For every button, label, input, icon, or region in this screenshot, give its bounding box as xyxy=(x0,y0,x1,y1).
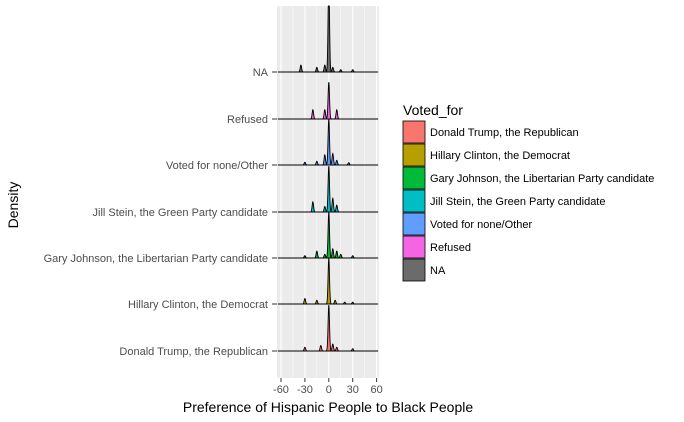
y-tick-label-na: NA xyxy=(253,67,269,79)
density-ridge-refused xyxy=(277,82,379,120)
density-ridge-voted-for-none-other xyxy=(277,118,379,166)
legend-key-voted-for-none-other xyxy=(402,212,426,236)
legend-label-hillary-clinton-the-democrat: Hillary Clinton, the Democrat xyxy=(430,150,570,162)
y-axis-tick-labels: Donald Trump, the Republican Hillary Clin… xyxy=(44,67,277,358)
legend: Voted_for Donald Trump, the Republican Hi… xyxy=(402,102,654,282)
density-ridge-jill-stein-the-green-party-candidate xyxy=(277,165,379,213)
x-tick-label: 30 xyxy=(347,384,359,396)
y-axis-title: Density xyxy=(5,182,21,229)
legend-title: Voted_for xyxy=(403,102,463,118)
y-tick-label-refused: Refused xyxy=(227,114,268,126)
density-ridge-gary-johnson-the-libertarian-party-candidate xyxy=(277,211,379,259)
y-tick-label-donald-trump-the-republican: Donald Trump, the Republican xyxy=(119,346,268,358)
x-tick-label: -60 xyxy=(273,384,289,396)
legend-key-donald-trump-the-republican xyxy=(402,120,426,144)
legend-label-donald-trump-the-republican: Donald Trump, the Republican xyxy=(430,127,579,139)
density-ridges xyxy=(277,5,379,352)
legend-key-na xyxy=(402,258,426,282)
x-tick-label: -30 xyxy=(297,384,313,396)
legend-key-hillary-clinton-the-democrat xyxy=(402,143,426,167)
y-tick-label-jill-stein-the-green-party-candidate: Jill Stein, the Green Party candidate xyxy=(93,207,268,219)
y-tick-label-gary-johnson-the-libertarian-party-candidate: Gary Johnson, the Libertarian Party cand… xyxy=(44,253,268,265)
legend-label-na: NA xyxy=(430,265,446,277)
legend-label-gary-johnson-the-libertarian-party-candidate: Gary Johnson, the Libertarian Party cand… xyxy=(430,173,654,185)
density-ridge-donald-trump-the-republican xyxy=(277,304,379,352)
density-ridge-na xyxy=(277,5,379,73)
x-tick-label: 0 xyxy=(326,384,332,396)
x-axis: -60 -30 0 30 60 xyxy=(273,378,383,396)
density-ridge-hillary-clinton-the-democrat xyxy=(277,257,379,305)
legend-label-voted-for-none-other: Voted for none/Other xyxy=(430,219,532,231)
legend-key-jill-stein-the-green-party-candidate xyxy=(402,189,426,213)
x-axis-title: Preference of Hispanic People to Black P… xyxy=(183,399,473,415)
legend-label-refused: Refused xyxy=(430,242,471,254)
legend-key-gary-johnson-the-libertarian-party-candidate xyxy=(402,166,426,190)
legend-key-refused xyxy=(402,235,426,259)
x-tick-label: 60 xyxy=(370,384,382,396)
y-tick-label-voted-for-none-other: Voted for none/Other xyxy=(166,160,268,172)
y-tick-label-hillary-clinton-the-democrat: Hillary Clinton, the Democrat xyxy=(128,299,268,311)
legend-label-jill-stein-the-green-party-candidate: Jill Stein, the Green Party candidate xyxy=(430,196,605,208)
